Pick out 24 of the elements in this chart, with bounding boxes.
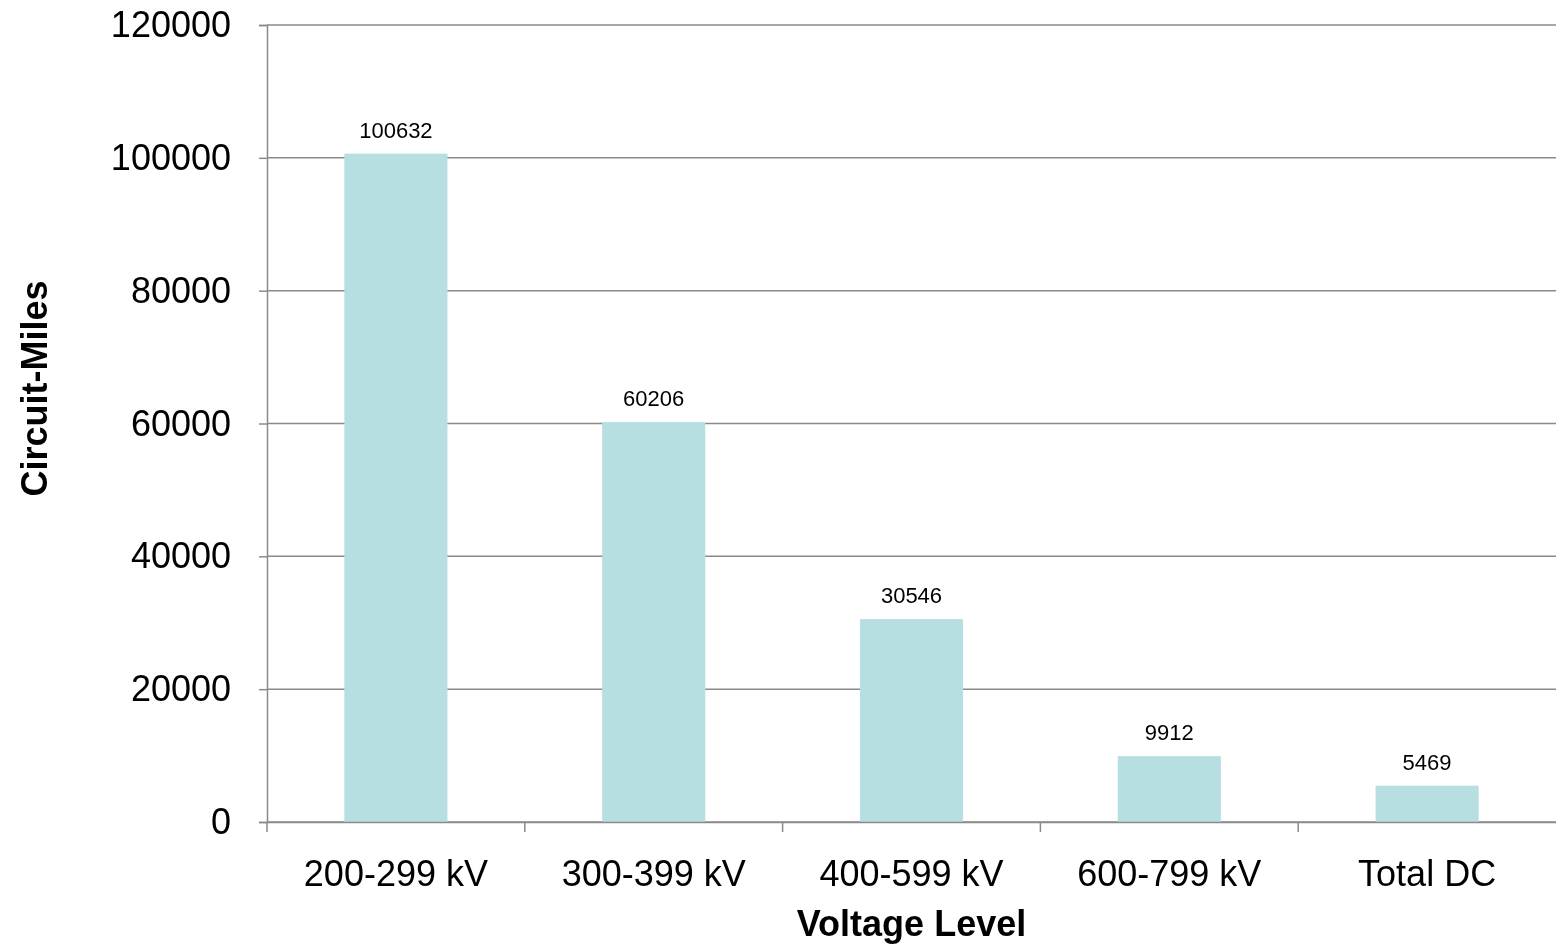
y-tick-label: 0 [210, 801, 231, 843]
data-label: 60206 [623, 386, 685, 412]
y-tick-label: 100000 [110, 136, 231, 178]
data-label: 100632 [359, 117, 433, 143]
y-axis-title: Circuit-Miles [14, 280, 55, 497]
data-label: 5469 [1402, 749, 1452, 775]
data-label: 30546 [880, 583, 943, 609]
bar [859, 619, 964, 822]
x-tick-label: 400-599 kV [819, 852, 1004, 894]
y-tick-label: 60000 [130, 402, 231, 444]
y-tick-label: 20000 [130, 668, 231, 710]
x-tick-label: 600-799 kV [1077, 852, 1262, 894]
bar [344, 153, 448, 822]
x-tick-label: Total DC [1358, 852, 1497, 894]
y-tick-label: 40000 [130, 535, 231, 577]
bar [602, 422, 706, 822]
y-tick-label: 120000 [110, 4, 231, 46]
bar [1375, 785, 1479, 822]
data-label: 9912 [1144, 720, 1194, 746]
x-tick-label: 200-299 kV [303, 852, 488, 894]
y-tick-label: 80000 [130, 269, 231, 311]
x-tick-label: 300-399 kV [561, 852, 746, 894]
bar [1117, 756, 1221, 822]
x-axis-title: Voltage Level [796, 903, 1027, 944]
